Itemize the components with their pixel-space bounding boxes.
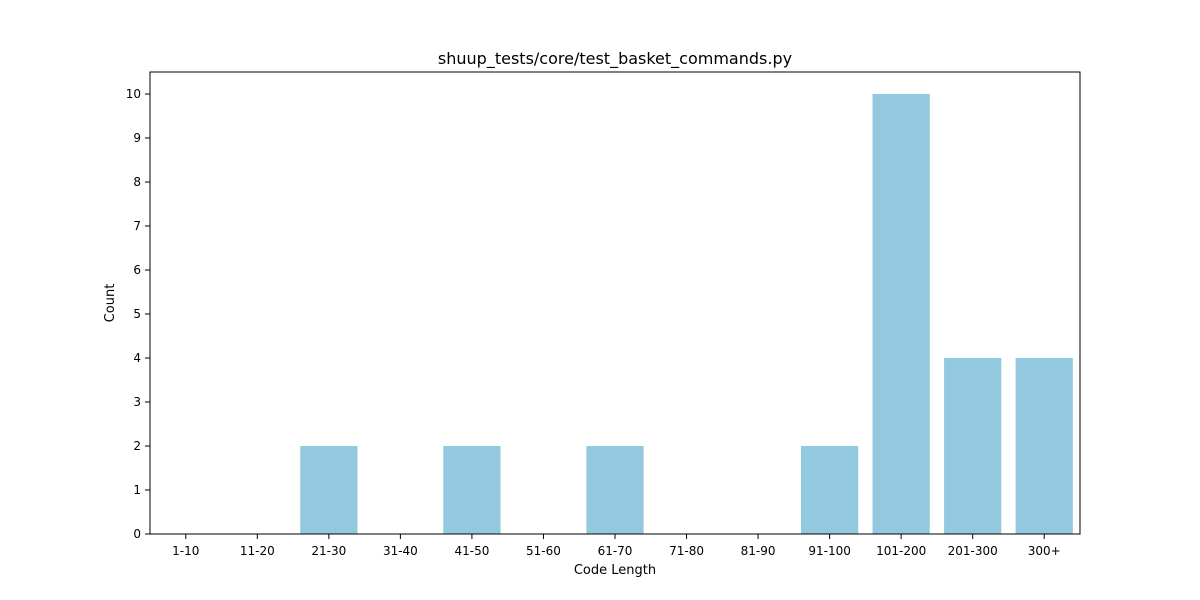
y-tick-label: 5 bbox=[133, 307, 141, 321]
y-axis-label: Count bbox=[103, 284, 118, 323]
x-tick-label: 101-200 bbox=[876, 544, 926, 558]
y-axis-ticks: 0 1 2 3 4 5 6 7 8 9 10 bbox=[126, 87, 150, 541]
bar-201-300 bbox=[944, 358, 1002, 534]
x-axis-ticks: 1-10 11-20 21-30 31-40 41-50 51-60 61-70 71-80 8… bbox=[172, 534, 1061, 558]
x-tick-label: 71-80 bbox=[669, 544, 704, 558]
y-tick-label: 1 bbox=[133, 483, 141, 497]
y-tick-label: 0 bbox=[133, 527, 141, 541]
x-tick-label: 91-100 bbox=[808, 544, 851, 558]
x-tick-label: 1-10 bbox=[172, 544, 199, 558]
x-tick-label: 81-90 bbox=[741, 544, 776, 558]
x-tick-label: 61-70 bbox=[598, 544, 633, 558]
x-tick-label: 11-20 bbox=[240, 544, 275, 558]
bar-21-30 bbox=[300, 446, 358, 534]
x-tick-label: 51-60 bbox=[526, 544, 561, 558]
bar-41-50 bbox=[443, 446, 501, 534]
bar-300+ bbox=[1015, 358, 1073, 534]
y-tick-label: 8 bbox=[133, 175, 141, 189]
y-tick-label: 9 bbox=[133, 131, 141, 145]
y-tick-label: 3 bbox=[133, 395, 141, 409]
bars-group bbox=[300, 94, 1073, 534]
bar-61-70 bbox=[586, 446, 644, 534]
bar-91-100 bbox=[801, 446, 859, 534]
bar-101-200 bbox=[872, 94, 930, 534]
y-tick-label: 4 bbox=[133, 351, 141, 365]
x-tick-label: 300+ bbox=[1028, 544, 1061, 558]
y-tick-label: 7 bbox=[133, 219, 141, 233]
x-tick-label: 201-300 bbox=[948, 544, 998, 558]
x-tick-label: 41-50 bbox=[454, 544, 489, 558]
plot-frame bbox=[149, 71, 1081, 535]
chart-title: shuup_tests/core/test_basket_commands.py bbox=[438, 49, 792, 69]
y-tick-label: 6 bbox=[133, 263, 141, 277]
y-tick-label: 2 bbox=[133, 439, 141, 453]
y-tick-label: 10 bbox=[126, 87, 141, 101]
x-axis-label: Code Length bbox=[574, 563, 656, 578]
x-tick-label: 31-40 bbox=[383, 544, 418, 558]
x-tick-label: 21-30 bbox=[311, 544, 346, 558]
